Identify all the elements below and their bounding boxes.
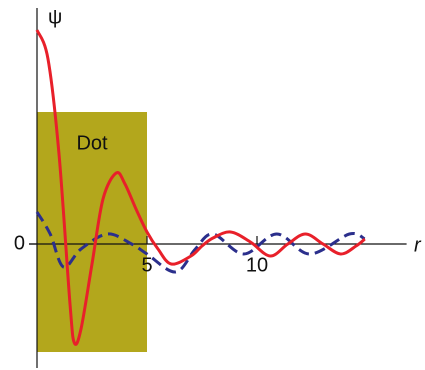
x-tick-label: 5: [141, 254, 152, 276]
axes-layer: 5 10 0: [14, 8, 407, 368]
region-label: Dot: [76, 132, 108, 154]
dot-region: [37, 112, 147, 352]
y-axis-label: ψ: [48, 6, 62, 28]
curve: [35, 211, 366, 274]
region-layer: Dot: [37, 112, 147, 352]
lines-layer: [35, 29, 366, 346]
y-tick-label: 0: [14, 232, 25, 254]
x-axis-label: r: [414, 234, 422, 256]
curve: [35, 29, 366, 346]
x-tick-label: 10: [246, 254, 268, 276]
